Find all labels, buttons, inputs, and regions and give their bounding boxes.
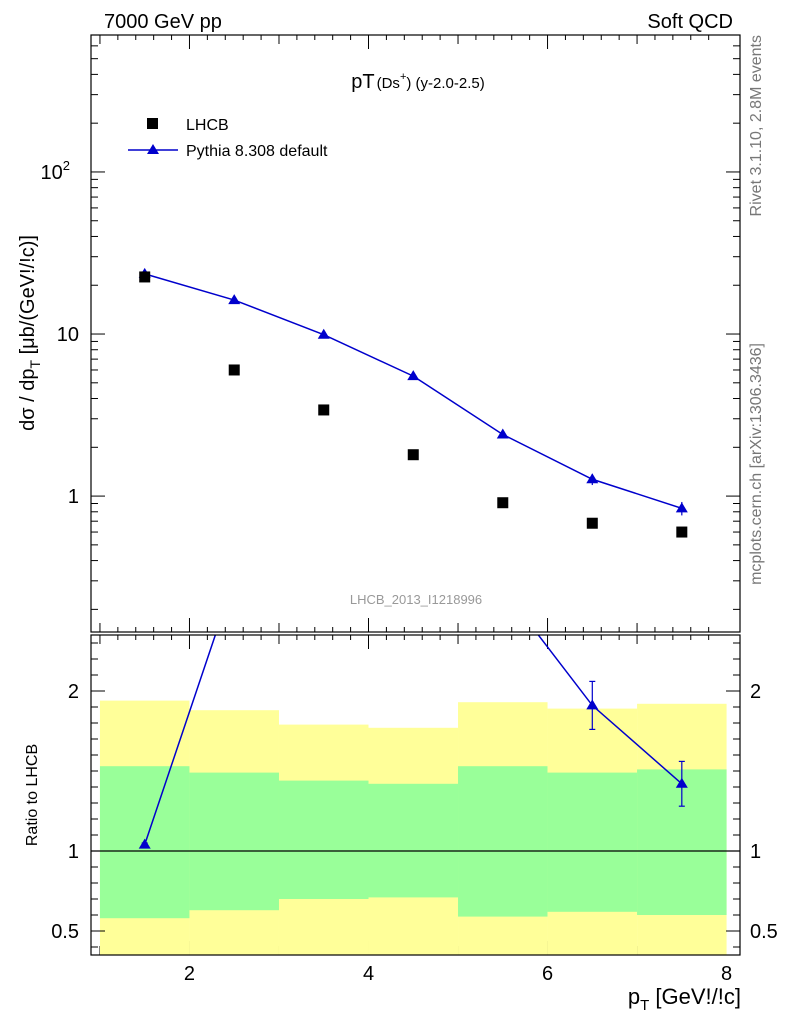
ratio-pythia-point <box>675 777 688 788</box>
legend: LHCB Pythia 8.308 default <box>128 117 328 160</box>
pythia-point <box>317 328 330 339</box>
pythia-point <box>586 473 599 484</box>
analysis-watermark: LHCB_2013_I1218996 <box>350 592 482 607</box>
ratio-stat-band <box>458 766 548 917</box>
ratio-frame <box>90 634 741 956</box>
x-tick-label: 2 <box>184 963 195 985</box>
legend-label-pythia: Pythia 8.308 default <box>186 143 328 160</box>
ratio-stat-band <box>189 772 279 911</box>
ratio-pythia-point <box>228 573 240 583</box>
legend-marker-pythia <box>147 144 159 154</box>
ratio-stat-band <box>547 772 638 912</box>
side-text-bottom: mcplots.cern.ch [arXiv:1306.3436] <box>748 343 765 585</box>
x-tick-label: 4 <box>363 963 374 985</box>
header-left: 7000 GeV pp <box>104 11 222 33</box>
ratio-stat-band <box>368 783 459 898</box>
main-y-tick-label: 10 <box>57 324 79 346</box>
ratio-pythia-point <box>586 699 599 710</box>
lhcb-point <box>676 526 688 538</box>
main-y-tick-label: 102 <box>41 158 70 184</box>
header-right: Soft QCD <box>647 11 733 33</box>
lhcb-point <box>586 517 598 529</box>
ratio-panel: 0.5 0.5 1 1 2 2 2 4 6 8 Ratio to LHCB pT [GeV!/!c… <box>24 515 778 1014</box>
pythia-point <box>675 502 688 513</box>
side-text-top: Rivet 3.1.10, 2.8M events <box>748 35 765 216</box>
lhcb-point <box>318 404 330 416</box>
x-axis-label: pT [GeV!/!c] <box>628 984 741 1014</box>
pythia-point <box>228 294 241 305</box>
ratio-y-tick-label-right: 1 <box>750 841 761 863</box>
legend-label-lhcb: LHCB <box>186 117 229 134</box>
ratio-pythia-point <box>407 515 419 525</box>
ratio-y-tick-label-right: 2 <box>750 681 761 703</box>
main-y-tick-label: 1 <box>68 486 79 508</box>
ratio-pythia-point <box>318 539 330 549</box>
ratio-pythia-point <box>497 583 509 593</box>
pythia-point <box>407 370 420 381</box>
ratio-y-tick-label: 1 <box>68 841 79 863</box>
lhcb-point <box>139 271 151 283</box>
ratio-y-axis-label: Ratio to LHCB <box>24 744 41 846</box>
ratio-y-tick-label: 2 <box>68 681 79 703</box>
ratio-y-tick-label-right: 0.5 <box>750 921 778 943</box>
x-tick-label: 6 <box>542 963 553 985</box>
ratio-stat-band <box>278 780 369 899</box>
main-frame <box>90 34 741 633</box>
plot-title: pT (Ds+) (y-2.0-2.5) <box>351 71 484 93</box>
lhcb-point <box>407 449 419 461</box>
pythia-line <box>144 273 683 510</box>
lhcb-point <box>228 364 240 376</box>
ratio-y-tick-label: 0.5 <box>51 921 79 943</box>
main-y-axis-label: dσ / dpT [μb/(GeV!/!c)] <box>17 235 43 431</box>
ratio-pythia-point <box>138 838 151 849</box>
legend-marker-lhcb <box>147 118 158 129</box>
pythia-point <box>496 428 509 439</box>
lhcb-point <box>497 497 509 509</box>
main-panel: 1 10 102 pT (Ds+) (y-2.0-2.5) LHCB_2013_I12… <box>17 34 741 955</box>
x-tick-label: 8 <box>721 963 732 985</box>
